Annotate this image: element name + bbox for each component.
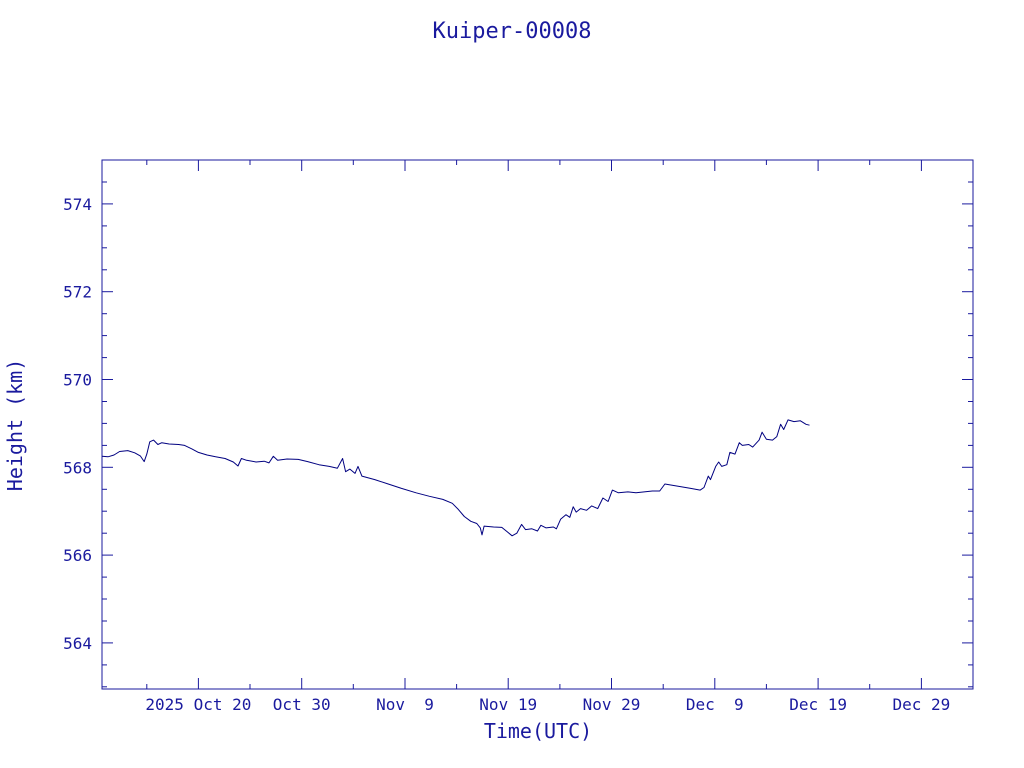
x-tick-label: Oct 30 xyxy=(273,695,331,714)
chart-title: Kuiper-00008 xyxy=(433,19,592,44)
y-axis-label: Height (km) xyxy=(3,359,27,491)
y-tick-label: 566 xyxy=(63,546,92,565)
x-tick-label: Dec 29 xyxy=(893,695,951,714)
series-layer xyxy=(101,419,810,537)
height-series-line xyxy=(101,419,810,537)
y-tick-label: 570 xyxy=(63,371,92,390)
x-tick-label: Nov 9 xyxy=(376,695,434,714)
y-tick-label: 572 xyxy=(63,283,92,302)
x-tick-label: 2025 Oct 20 xyxy=(145,695,251,714)
x-axis-label: Time(UTC) xyxy=(484,719,592,743)
x-tick-label: Dec 19 xyxy=(789,695,847,714)
x-tick-labels: 2025 Oct 20 Oct 30 Nov 9 Nov 19 Nov 29 Dec 9 D… xyxy=(145,695,950,714)
x-tick-label: Dec 9 xyxy=(686,695,744,714)
y-tick-label: 574 xyxy=(63,195,92,214)
plot-area-frame xyxy=(101,159,974,690)
y-tick-label: 568 xyxy=(63,458,92,477)
x-tick-label: Nov 29 xyxy=(583,695,641,714)
axis-ticks xyxy=(102,159,974,689)
y-tick-labels: 564 566 568 570 572 574 xyxy=(63,195,92,653)
y-tick-label: 564 xyxy=(63,634,92,653)
x-tick-label: Nov 19 xyxy=(479,695,537,714)
